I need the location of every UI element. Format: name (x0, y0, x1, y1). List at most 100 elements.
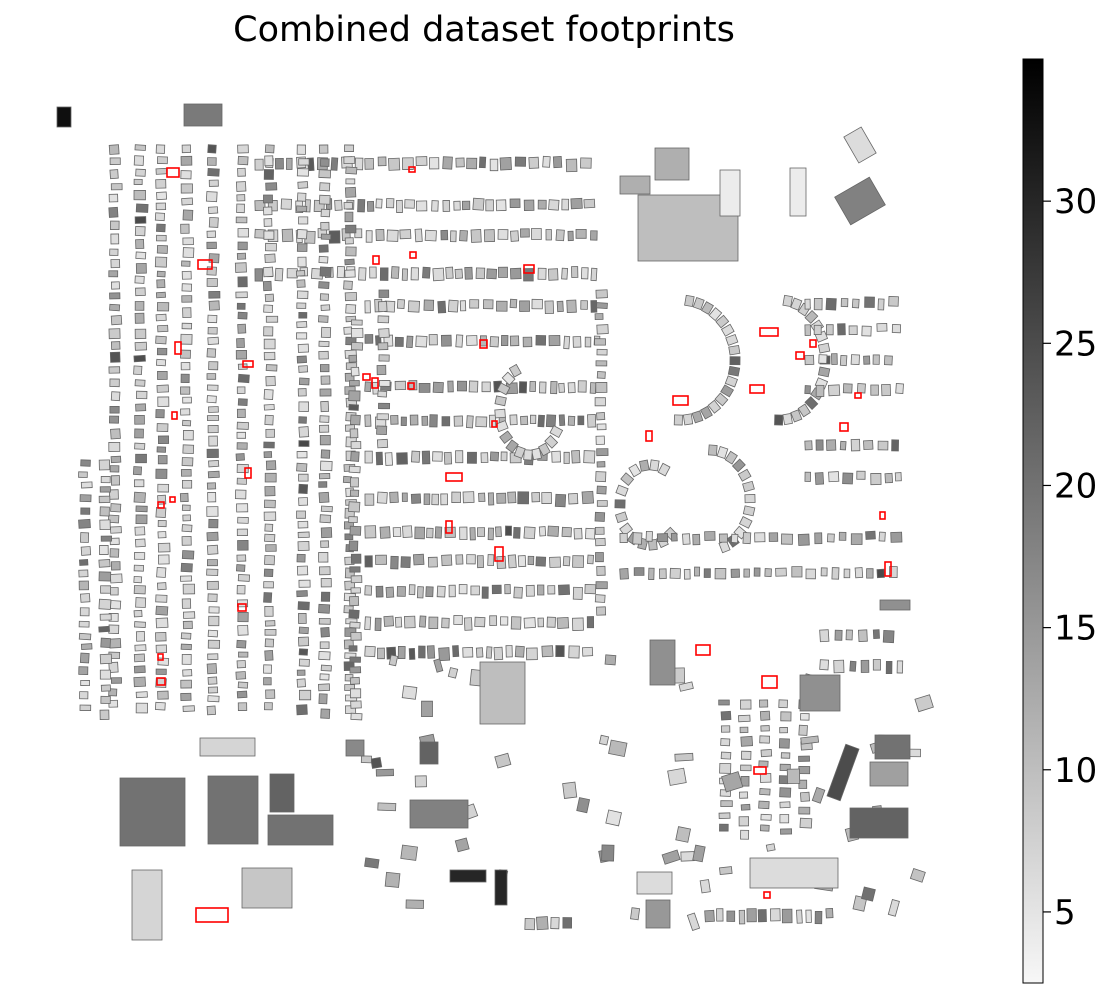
building-footprint (461, 200, 471, 211)
building-footprint (724, 375, 739, 388)
building-footprint (595, 360, 608, 367)
building-footprint (487, 492, 495, 506)
building-footprint (620, 472, 635, 486)
building-footprint (206, 414, 220, 422)
building-footprint (522, 336, 533, 348)
building-footprint (155, 605, 169, 616)
building-footprint (476, 555, 484, 569)
building-footprint (80, 546, 92, 556)
building-footprint (298, 689, 312, 701)
building-footprint (740, 735, 754, 747)
building-footprint (99, 669, 111, 680)
building-footprint (319, 364, 330, 373)
building-footprint (729, 356, 741, 366)
building-footprint (99, 545, 109, 555)
building-footprint (320, 578, 332, 588)
building-footprint (133, 676, 146, 688)
building-footprint (78, 471, 88, 478)
building-footprint (376, 413, 389, 421)
highlighted-footprint (407, 382, 415, 390)
building-footprint (180, 170, 192, 180)
building-footprint (364, 157, 375, 170)
building-footprint (265, 375, 276, 387)
building-footprint (379, 267, 389, 281)
building-footprint (584, 583, 597, 595)
building-footprint (107, 514, 120, 524)
building-footprint (427, 556, 438, 568)
building-footprint (537, 414, 545, 428)
building-footprint (596, 448, 609, 457)
building-footprint (98, 559, 111, 568)
building-footprint (743, 568, 750, 578)
building-footprint (181, 197, 194, 206)
building-footprint (208, 206, 219, 214)
building-footprint (99, 709, 110, 720)
building-footprint (419, 741, 439, 765)
building-footprint (704, 531, 716, 541)
building-footprint (156, 234, 167, 242)
building-footprint (453, 415, 464, 427)
building-footprint (800, 713, 810, 721)
highlighted-footprint (244, 467, 252, 479)
building-footprint (542, 155, 551, 168)
building-footprint (134, 644, 147, 652)
building-footprint (296, 243, 308, 252)
building-footprint (399, 229, 412, 240)
building-footprint (454, 837, 470, 853)
building-footprint (343, 280, 353, 290)
building-footprint (155, 202, 167, 211)
building-footprint (572, 336, 582, 348)
building-footprint (79, 559, 89, 566)
building-footprint (296, 565, 309, 576)
building-footprint (100, 535, 113, 542)
building-footprint (447, 380, 454, 393)
building-footprint (475, 267, 486, 280)
building-footprint (845, 629, 853, 641)
building-footprint (156, 446, 167, 453)
building-footprint (133, 609, 143, 618)
building-footprint (401, 492, 408, 502)
building-footprint (833, 659, 845, 674)
building-footprint (636, 871, 673, 895)
building-footprint (856, 470, 866, 480)
highlighted-footprint (195, 907, 229, 923)
building-footprint (524, 918, 536, 931)
building-footprint (364, 555, 373, 568)
building-footprint (450, 230, 457, 243)
building-footprint (715, 314, 730, 329)
building-footprint (737, 468, 752, 482)
building-footprint (154, 212, 166, 222)
building-footprint (572, 586, 583, 600)
building-footprint (108, 144, 120, 155)
building-footprint (415, 156, 428, 166)
building-footprint (753, 567, 761, 577)
building-footprint (207, 144, 217, 154)
building-footprint (265, 242, 277, 252)
building-footprint (344, 237, 354, 245)
building-footprint (263, 451, 273, 459)
building-footprint (798, 724, 808, 736)
building-footprint (350, 319, 363, 326)
building-footprint (400, 556, 411, 568)
building-footprint (438, 647, 451, 662)
building-footprint (649, 459, 660, 472)
building-footprint (805, 909, 812, 923)
building-footprint (798, 779, 808, 789)
building-footprint (581, 267, 589, 280)
building-footprint (135, 631, 146, 642)
building-footprint (378, 380, 391, 387)
building-footprint (206, 580, 219, 590)
building-footprint (375, 554, 387, 565)
building-footprint (720, 738, 731, 747)
building-footprint (180, 373, 190, 383)
building-footprint (135, 251, 147, 260)
building-footprint (263, 304, 274, 313)
building-footprint (797, 533, 810, 546)
building-footprint (236, 421, 249, 430)
building-footprint (842, 472, 854, 485)
building-footprint (274, 267, 284, 282)
building-footprint (804, 440, 813, 451)
building-footprint (236, 690, 248, 699)
building-footprint (235, 350, 248, 360)
building-footprint (80, 532, 90, 543)
